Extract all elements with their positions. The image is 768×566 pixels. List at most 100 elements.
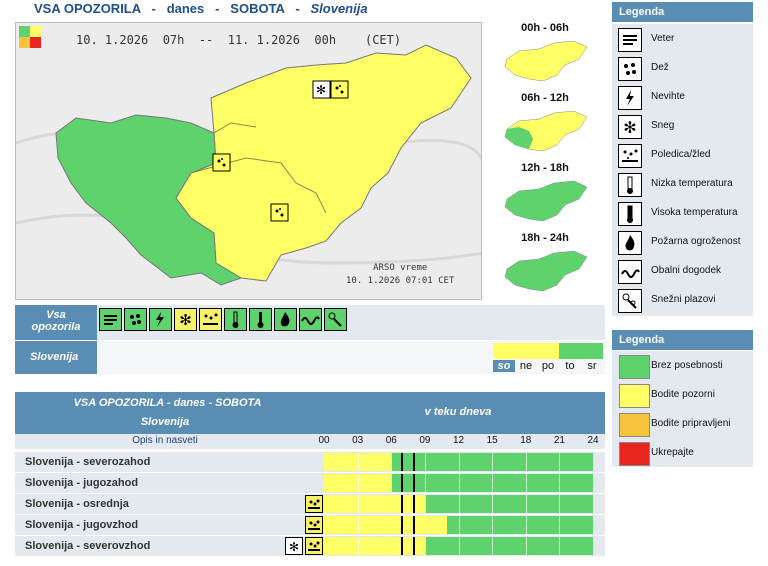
grid-line — [559, 516, 561, 534]
grid-line — [492, 453, 494, 471]
region-name: Slovenija - jugovzhod — [25, 519, 139, 531]
high-temp-icon — [618, 202, 642, 226]
high-temp-icon[interactable] — [249, 308, 272, 331]
hour-label: 06 — [385, 435, 397, 446]
ice-icon[interactable] — [305, 495, 323, 513]
svg-text:✻: ✻ — [289, 540, 299, 554]
current-time-marker — [412, 516, 415, 534]
legend-title: Legenda — [612, 2, 753, 22]
legend-item-plazovi: Snežni plazovi — [612, 287, 753, 315]
grid-line — [357, 537, 359, 555]
grid-line — [458, 474, 460, 492]
slot-12-18[interactable]: 12h - 18h — [484, 162, 606, 232]
legend-item-dez: Dež — [612, 55, 753, 83]
region-name: Slovenija - jugozahod — [25, 477, 139, 489]
legend-item-veter: Veter — [612, 26, 753, 54]
timeline-subheader: Opis in nasveti 00 03 06 09 12 15 18 21 24 — [15, 434, 605, 449]
current-time-marker — [412, 537, 415, 555]
map-date-range: 10. 1.2026 07h -- 11. 1.2026 00h (CET) — [76, 33, 402, 47]
thunderstorm-icon[interactable] — [149, 308, 172, 331]
fire-icon[interactable] — [274, 308, 297, 331]
hour-axis: 00 03 06 09 12 15 18 21 24 — [15, 435, 605, 449]
legend-colors-title: Legenda — [612, 330, 753, 350]
ice-icon[interactable] — [199, 308, 222, 331]
rain-icon[interactable] — [124, 308, 147, 331]
grid-line — [391, 495, 393, 513]
current-time-marker — [401, 537, 404, 555]
snow-icon: ✻ — [618, 115, 642, 139]
slovenia-map: ✻ — [16, 23, 481, 299]
grid-line — [559, 453, 561, 471]
grid-line — [391, 516, 393, 534]
wind-icon — [618, 28, 642, 52]
legend-item-sneg: ✻ Sneg — [612, 113, 753, 141]
grid-line — [458, 516, 460, 534]
region-name: Slovenija - severovzhod — [25, 540, 151, 552]
map-marker-snow-icon: ✻ — [312, 80, 331, 99]
legend-item-poledica: Poledica/žled — [612, 142, 753, 170]
svg-text:✻: ✻ — [623, 120, 636, 137]
coastal-icon[interactable] — [299, 308, 322, 331]
all-warnings-label[interactable]: Vsa opozorila — [15, 305, 97, 340]
map-credit: ARSO vreme 10. 1.2026 07:01 CET — [346, 263, 455, 286]
table-row[interactable]: Slovenija - severozahod — [15, 452, 605, 472]
slot-06-12[interactable]: 06h - 12h — [484, 92, 606, 162]
grid-line — [424, 474, 426, 492]
legend-item-nevihte: Nevihte — [612, 84, 753, 112]
ice-icon[interactable] — [305, 516, 323, 534]
current-time-marker — [401, 495, 404, 513]
day-bar-yellow — [493, 343, 559, 359]
mini-map-00-06 — [504, 40, 588, 82]
main-warning-map[interactable]: ✻ 10. 1.2026 07h -- 11. 1.2026 00h (CET)… — [15, 22, 482, 300]
hour-label: 15 — [486, 435, 498, 446]
grid-line — [525, 495, 527, 513]
wind-icon[interactable] — [99, 308, 122, 331]
avalanche-icon[interactable] — [324, 308, 347, 331]
map-marker-ice-icon — [212, 153, 231, 172]
hour-label: 24 — [587, 435, 599, 446]
mini-map-06-12 — [504, 110, 588, 152]
grid-line — [492, 537, 494, 555]
day-tab-ne[interactable]: ne — [519, 360, 533, 372]
hour-label: 21 — [553, 435, 565, 446]
grid-line — [424, 453, 426, 471]
table-row[interactable]: Slovenija - jugovzhod — [15, 515, 605, 535]
timeline-yellow-segment — [324, 516, 448, 534]
table-row[interactable]: Slovenija - severovzhod ✻ — [15, 536, 605, 556]
table-row[interactable]: Slovenija - osrednja — [15, 494, 605, 514]
mini-map-12-18 — [504, 180, 588, 222]
grid-line — [492, 495, 494, 513]
grid-line — [357, 516, 359, 534]
current-time-marker — [412, 453, 415, 471]
timeline-green-segment — [424, 537, 593, 555]
grid-line — [424, 516, 426, 534]
legend-item-bodite-pozorni: Bodite pozorni — [612, 382, 753, 410]
ice-icon[interactable] — [305, 537, 323, 555]
mini-map-18-24 — [504, 250, 588, 292]
legend-item-pozar: Požarna ogroženost — [612, 229, 753, 257]
grid-line — [492, 474, 494, 492]
region-label: Slovenija — [15, 341, 97, 374]
hour-label: 03 — [352, 435, 364, 446]
timeline-table-header: VSA OPOZORILA - danes - SOBOTA Slovenija… — [15, 392, 605, 434]
day-tab-so[interactable]: so — [493, 360, 515, 372]
timeline-yellow-segment — [324, 495, 425, 513]
day-tab-sr[interactable]: sr — [587, 360, 597, 372]
svg-text:✻: ✻ — [316, 83, 326, 97]
timeline-yellow-segment — [324, 537, 425, 555]
slot-00-06[interactable]: 00h - 06h — [484, 22, 606, 92]
region-name: Slovenija - osrednja — [25, 498, 129, 510]
grid-line — [525, 453, 527, 471]
timeline-green-segment — [424, 495, 593, 513]
grid-line — [424, 495, 426, 513]
thunderstorm-icon — [618, 86, 642, 110]
grid-line — [391, 537, 393, 555]
snow-icon[interactable]: ✻ — [174, 308, 197, 331]
grid-line — [391, 474, 393, 492]
low-temp-icon[interactable] — [224, 308, 247, 331]
snow-icon[interactable]: ✻ — [285, 537, 303, 555]
day-tab-to[interactable]: to — [565, 360, 575, 372]
slot-18-24[interactable]: 18h - 24h — [484, 232, 606, 302]
table-row[interactable]: Slovenija - jugozahod — [15, 473, 605, 493]
day-tab-po[interactable]: po — [541, 360, 555, 372]
